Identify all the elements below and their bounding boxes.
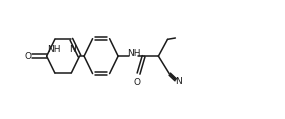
Text: NH: NH: [47, 45, 60, 54]
Text: N: N: [69, 45, 76, 54]
Text: N: N: [176, 77, 182, 86]
Text: O: O: [133, 78, 140, 87]
Text: NH: NH: [127, 49, 140, 58]
Text: O: O: [25, 52, 32, 61]
